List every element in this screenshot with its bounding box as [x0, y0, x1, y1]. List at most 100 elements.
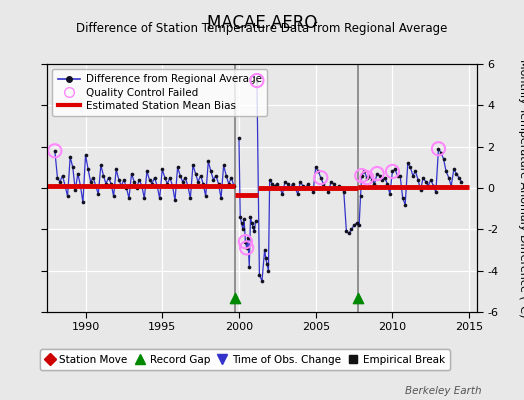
Point: [181, 174, 190, 181]
Point: [363, 174, 371, 181]
Point: [244, 234, 252, 241]
Point: [360, 168, 368, 175]
Point: [309, 189, 318, 195]
Point: [89, 174, 97, 181]
Point: [107, 181, 115, 187]
Point: [264, 268, 272, 274]
Point: [112, 166, 121, 173]
Point: [373, 170, 381, 177]
Point: [434, 146, 443, 152]
Point: [434, 146, 443, 152]
Point: [314, 168, 322, 175]
Point: [330, 181, 338, 187]
Point: [247, 220, 256, 226]
Text: Difference of Station Temperature Data from Regional Average: Difference of Station Temperature Data f…: [77, 22, 447, 35]
Point: [437, 150, 445, 156]
Point: [168, 183, 177, 189]
Point: [158, 166, 167, 173]
Point: [261, 255, 270, 262]
Point: [214, 181, 223, 187]
Point: [357, 172, 366, 179]
Point: [135, 176, 144, 183]
Point: [307, 185, 315, 191]
Point: [235, 135, 243, 142]
Point: [86, 178, 95, 185]
Point: [276, 185, 284, 191]
Point: [439, 156, 447, 162]
Point: [163, 181, 171, 187]
Point: [179, 178, 187, 185]
Point: [110, 193, 118, 200]
Point: [84, 166, 92, 173]
Point: [150, 174, 159, 181]
Point: [273, 181, 281, 187]
Point: [357, 172, 366, 179]
Point: [58, 172, 67, 179]
Point: [301, 185, 310, 191]
Point: [69, 164, 77, 170]
Point: [81, 152, 90, 158]
Point: [409, 172, 417, 179]
Point: [347, 226, 356, 232]
Point: [138, 183, 146, 189]
Point: [350, 222, 358, 228]
Point: [252, 218, 260, 224]
Point: [133, 185, 141, 191]
Point: [444, 174, 453, 181]
Point: [345, 230, 353, 237]
Point: [115, 176, 123, 183]
Point: [255, 272, 264, 278]
Point: [319, 181, 328, 187]
Point: [342, 228, 351, 234]
Point: [452, 170, 461, 177]
Point: [334, 183, 343, 189]
Point: [340, 189, 348, 195]
Point: [71, 187, 80, 193]
Point: [143, 168, 151, 175]
Text: Berkeley Earth: Berkeley Earth: [406, 386, 482, 396]
Point: [241, 238, 249, 245]
Point: [127, 170, 136, 177]
Point: [122, 185, 130, 191]
Point: [286, 185, 294, 191]
Point: [56, 178, 64, 185]
Point: [353, 220, 361, 226]
Point: [424, 183, 432, 189]
Point: [421, 178, 430, 185]
Point: [263, 261, 271, 268]
Point: [97, 162, 105, 168]
Point: [145, 176, 154, 183]
Point: [281, 178, 289, 185]
Point: [376, 172, 384, 179]
Point: [171, 197, 179, 204]
Point: [99, 172, 107, 179]
Point: [355, 222, 363, 228]
Point: [403, 160, 412, 166]
Point: [293, 191, 302, 197]
Point: [209, 176, 217, 183]
Point: [304, 181, 312, 187]
Point: [322, 185, 330, 191]
Point: [202, 193, 210, 200]
Point: [327, 178, 335, 185]
Point: [429, 183, 438, 189]
Point: [457, 178, 466, 185]
Point: [406, 164, 414, 170]
Point: [450, 166, 458, 173]
Point: [337, 185, 345, 191]
Point: [230, 183, 238, 189]
Point: [166, 174, 174, 181]
Point: [370, 181, 379, 187]
Point: [396, 172, 405, 179]
Point: [312, 164, 320, 170]
Point: [442, 168, 450, 175]
Point: [401, 201, 409, 208]
Point: [199, 181, 208, 187]
Point: [316, 174, 325, 181]
Text: MACAE AERO: MACAE AERO: [207, 14, 317, 32]
Point: [51, 148, 59, 154]
Point: [148, 181, 156, 187]
Point: [238, 226, 247, 232]
Point: [119, 176, 128, 183]
Point: [184, 183, 192, 189]
